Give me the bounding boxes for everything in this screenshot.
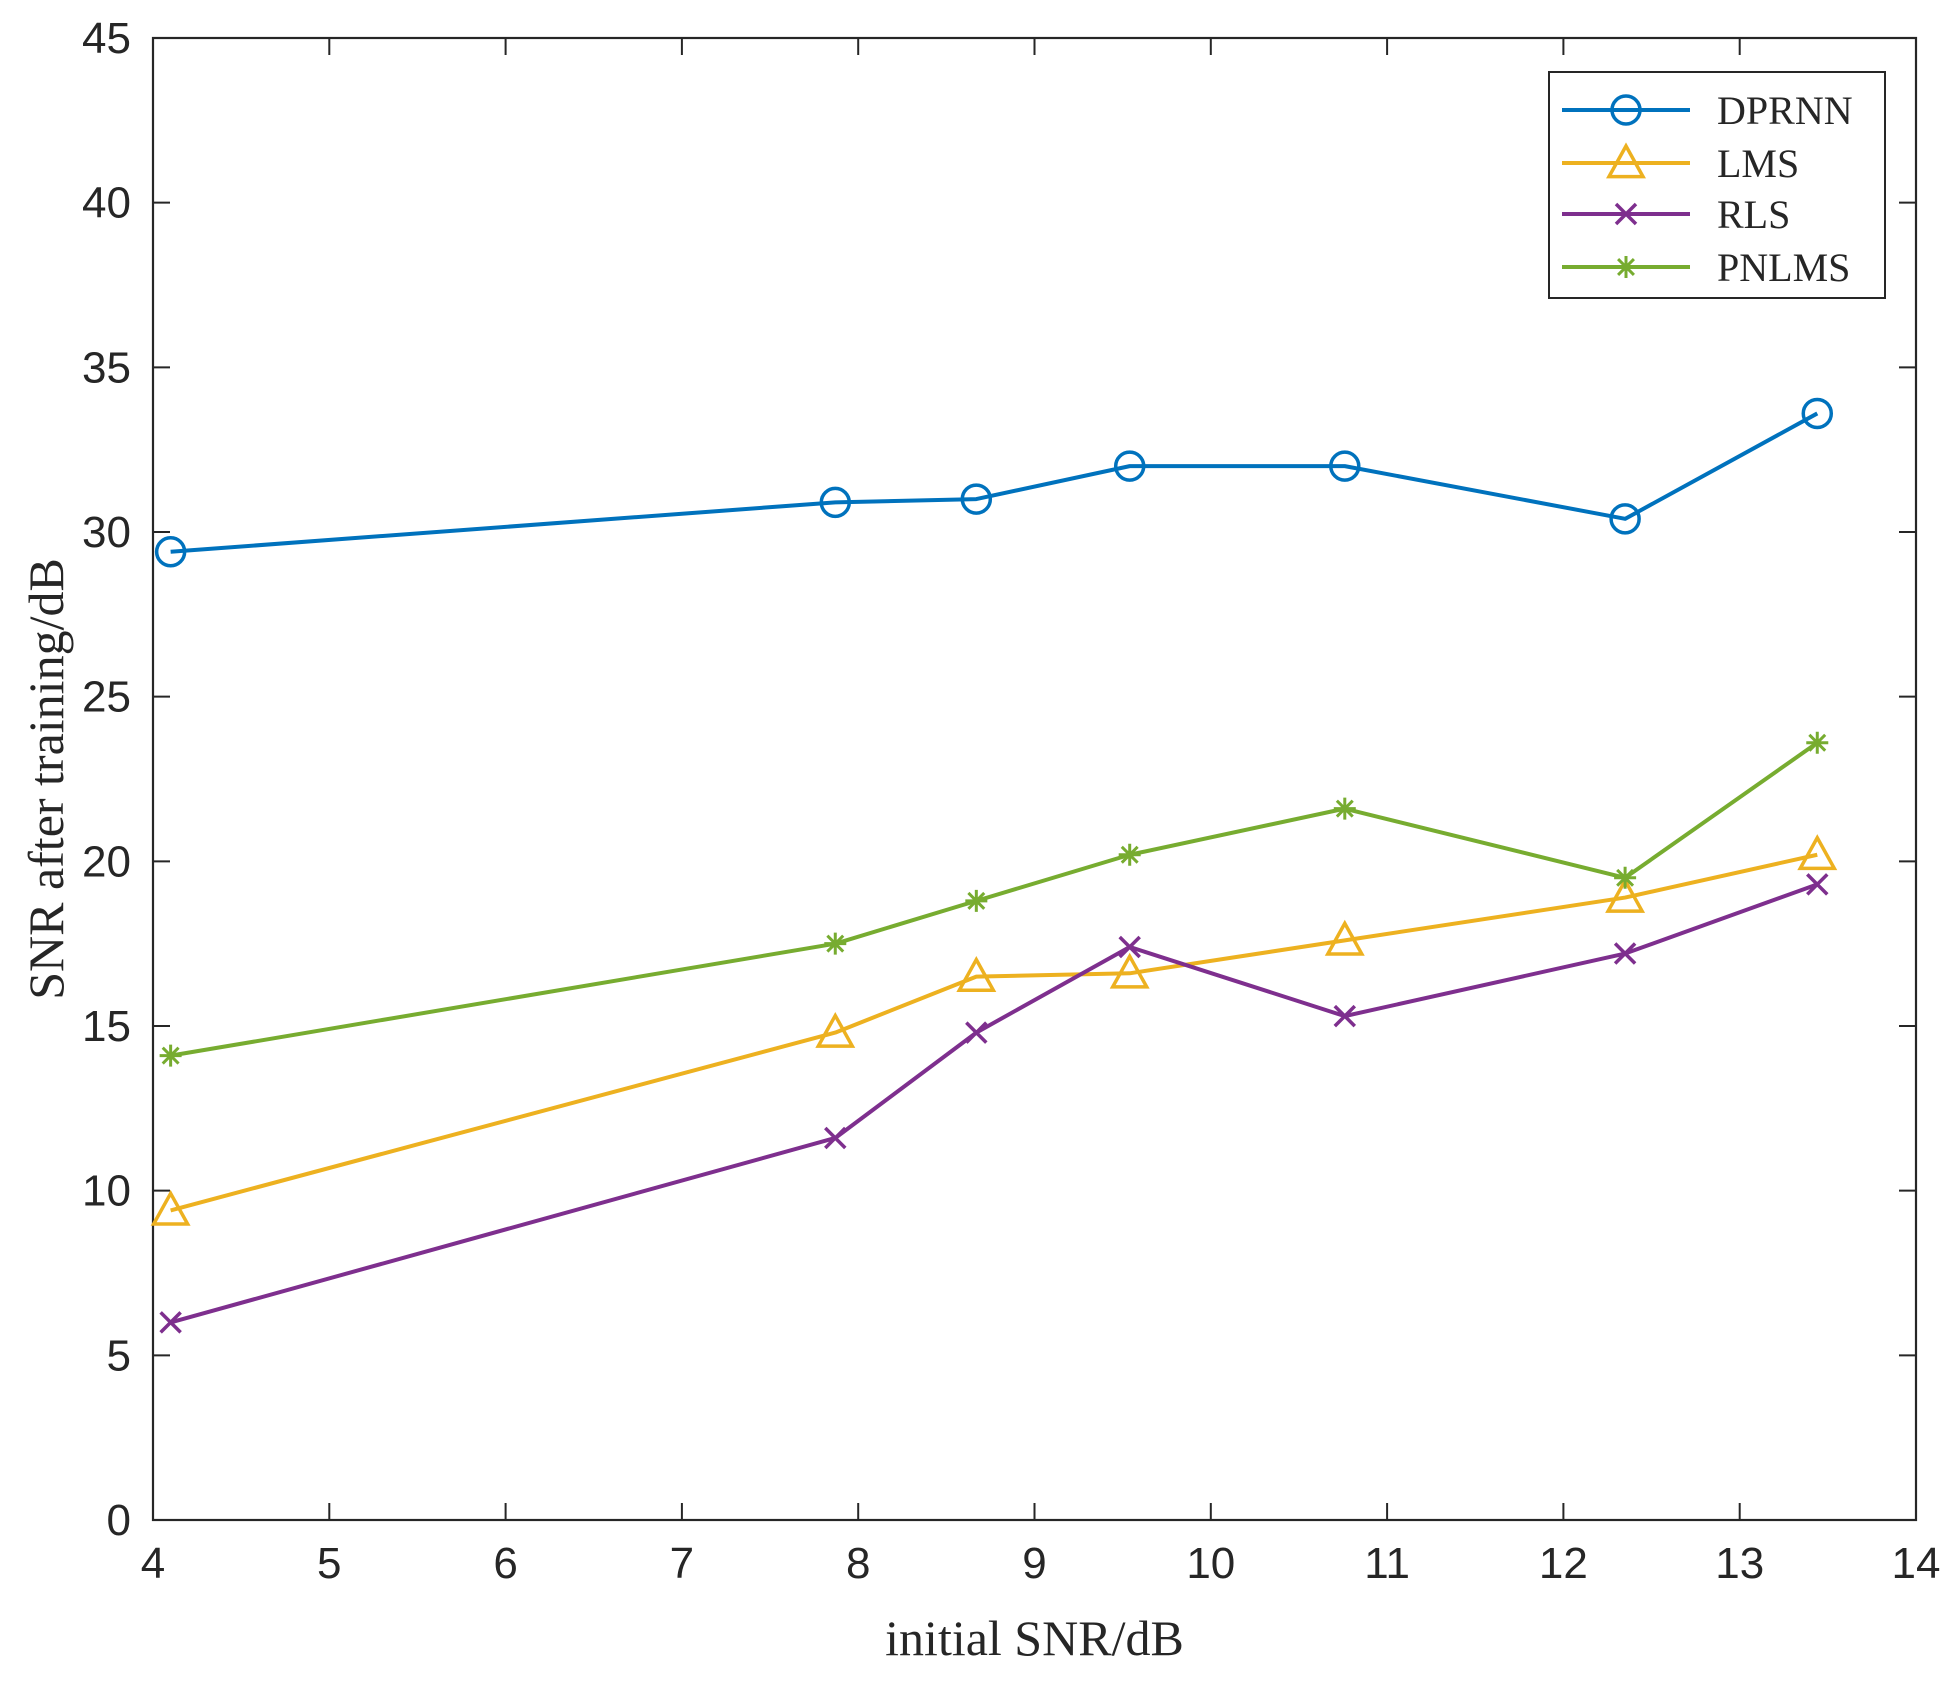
data-point-lms <box>150 1189 191 1226</box>
data-point-pnlms <box>1614 866 1637 889</box>
x-tick-label: 4 <box>141 1539 165 1588</box>
y-tick-label: 25 <box>82 673 131 722</box>
y-tick-label: 20 <box>82 837 131 886</box>
data-point-dprnn <box>819 486 852 519</box>
legend-item-lms: LMS <box>1562 141 1799 186</box>
data-point-dprnn <box>1801 397 1834 430</box>
x-tick-label: 8 <box>846 1539 870 1588</box>
x-tick-label: 5 <box>317 1539 341 1588</box>
data-point-lms <box>1109 952 1150 989</box>
data-point-rls <box>965 1021 988 1044</box>
legend-marker-pnlms <box>1615 256 1637 278</box>
data-point-lms <box>1605 876 1646 913</box>
data-point-rls <box>1806 873 1829 896</box>
legend-item-dprnn: DPRNN <box>1562 88 1853 133</box>
data-point-rls <box>824 1126 847 1150</box>
data-point-rls <box>1118 935 1141 959</box>
series-line-dprnn <box>170 411 1819 554</box>
y-tick-label: 35 <box>82 343 131 392</box>
data-point-rls <box>1333 1004 1357 1028</box>
data-point-lms <box>1324 919 1365 956</box>
data-point-dprnn <box>1113 450 1146 482</box>
x-tick-label: 13 <box>1715 1539 1764 1588</box>
data-point-dprnn <box>154 536 187 568</box>
x-axis-title: initial SNR/dB <box>885 1610 1184 1666</box>
legend-label-dprnn: DPRNN <box>1717 88 1853 133</box>
y-tick-label: 45 <box>82 14 131 63</box>
y-tick-label: 15 <box>82 1002 131 1051</box>
x-tick-label: 7 <box>670 1539 694 1588</box>
y-axis-title: SNR after training/dB <box>18 558 74 1000</box>
data-point-rls <box>159 1311 182 1334</box>
x-tick-label: 10 <box>1186 1539 1235 1588</box>
data-point-lms <box>956 955 997 992</box>
x-tick-label: 12 <box>1539 1539 1588 1588</box>
legend: DPRNN LMS RLS PNLMS <box>1548 71 1886 299</box>
y-tick-label: 40 <box>82 179 131 228</box>
data-point-dprnn <box>1329 450 1361 482</box>
data-point-pnlms <box>1333 797 1356 820</box>
legend-label-lms: LMS <box>1717 141 1799 186</box>
data-point-dprnn <box>1609 503 1641 535</box>
y-tick-label: 5 <box>107 1331 131 1380</box>
data-point-pnlms <box>1806 731 1829 754</box>
series-dprnn <box>154 397 1834 568</box>
series-rls <box>159 873 1829 1334</box>
data-point-lms <box>1797 834 1838 871</box>
series-pnlms <box>159 731 1829 1067</box>
x-tick-label: 9 <box>1022 1539 1046 1588</box>
x-tick-label: 11 <box>1364 1539 1410 1588</box>
y-tick-label: 10 <box>82 1167 131 1216</box>
data-point-pnlms <box>824 932 847 955</box>
y-tick-label: 30 <box>82 508 131 557</box>
series-layer <box>150 397 1838 1334</box>
legend-marker-dprnn <box>1610 94 1642 126</box>
legend-marker-lms <box>1606 142 1646 179</box>
data-point-rls <box>1613 942 1637 965</box>
legend-item-pnlms: PNLMS <box>1562 245 1850 290</box>
data-point-pnlms <box>159 1044 182 1067</box>
data-point-lms <box>815 1011 856 1048</box>
x-tick-label: 6 <box>493 1539 517 1588</box>
legend-marker-rls <box>1614 202 1638 226</box>
series-line-lms <box>170 852 1818 1213</box>
x-tick-label: 14 <box>1892 1539 1941 1588</box>
legend-label-pnlms: PNLMS <box>1717 245 1850 290</box>
legend-item-rls: RLS <box>1562 192 1790 237</box>
data-point-dprnn <box>960 483 993 515</box>
y-tick-label: 0 <box>107 1496 131 1545</box>
data-point-pnlms <box>965 889 988 912</box>
legend-label-rls: RLS <box>1717 192 1790 237</box>
series-lms <box>150 834 1838 1226</box>
data-point-pnlms <box>1118 843 1141 866</box>
